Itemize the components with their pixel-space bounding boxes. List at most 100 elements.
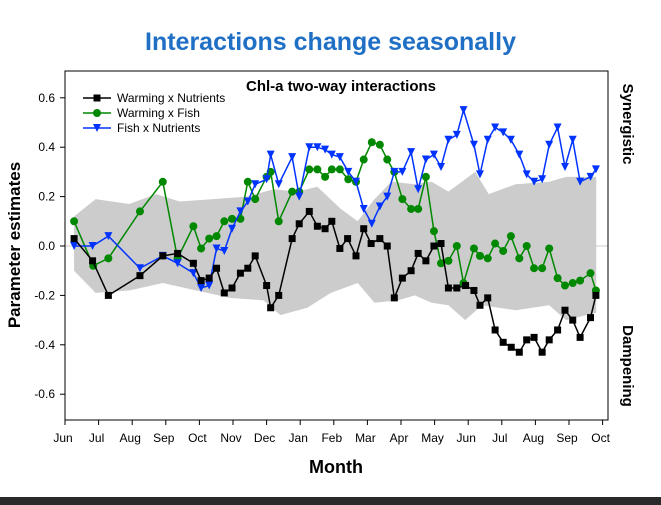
data-point-square (236, 269, 244, 277)
data-point-triangle (70, 242, 79, 250)
data-point-triangle (251, 180, 260, 189)
y-tick-label: -0.6 (34, 387, 55, 401)
data-point-square (328, 217, 336, 225)
data-point-triangle (586, 172, 595, 181)
data-point-circle (414, 204, 423, 213)
data-point-square (545, 336, 553, 344)
data-point-square (305, 207, 313, 215)
data-point-triangle (553, 123, 562, 132)
data-point-triangle (236, 207, 245, 216)
data-point-circle (530, 264, 539, 273)
dampening-label: Dampening (619, 325, 636, 407)
x-tick-label: Feb (321, 431, 342, 445)
data-point-triangle (421, 155, 430, 164)
x-tick-label: Nov (220, 431, 241, 445)
x-tick-label: Jul (89, 431, 104, 445)
data-point-circle (553, 274, 562, 283)
data-point-square (251, 252, 259, 260)
data-point-circle (515, 254, 524, 263)
data-point-circle (429, 227, 438, 236)
y-tick-label: 0.2 (38, 190, 55, 204)
data-point-triangle (352, 177, 360, 186)
data-point-triangle (459, 106, 468, 115)
data-point-square (205, 274, 213, 282)
data-point-square (344, 235, 352, 243)
data-point-triangle (135, 264, 144, 273)
data-point-circle (274, 217, 283, 226)
data-point-circle (327, 165, 336, 174)
data-point-square (376, 235, 384, 243)
data-point-square (476, 301, 484, 309)
data-point-circle (367, 138, 376, 147)
data-point-triangle (469, 140, 478, 149)
data-point-triangle (576, 177, 585, 186)
data-point-square (462, 282, 470, 290)
data-point-triangle (568, 135, 577, 144)
data-point-square (104, 291, 112, 299)
data-point-circle (251, 195, 260, 204)
data-point-square (437, 240, 445, 248)
data-point-square (398, 274, 406, 282)
data-point-square (587, 314, 595, 322)
data-point-square (470, 286, 478, 294)
data-point-triangle (444, 135, 453, 144)
data-point-triangle (212, 244, 221, 253)
data-point-circle (398, 195, 407, 204)
data-point-circle (483, 254, 492, 263)
data-point-triangle (483, 135, 492, 144)
data-point-circle (538, 264, 547, 273)
x-tick-label: Dec (254, 431, 275, 445)
legend-entry: Warming x Nutrients (83, 91, 225, 105)
data-point-triangle (359, 204, 368, 213)
data-point-circle (375, 140, 384, 149)
data-point-circle (335, 165, 344, 174)
x-tick-label: Jul (492, 431, 507, 445)
data-point-circle (499, 246, 508, 255)
data-point-circle (321, 172, 330, 181)
data-point-circle (469, 244, 478, 253)
data-point-triangle (367, 219, 376, 228)
data-point-triangle (491, 123, 500, 132)
data-point-triangle (228, 224, 237, 233)
data-point-square (499, 338, 507, 346)
data-point-square (367, 240, 375, 248)
y-tick-label: 0.6 (38, 91, 55, 105)
data-point-triangle (88, 242, 97, 250)
data-point-circle (437, 259, 446, 268)
data-point-square (263, 282, 271, 290)
series-fish-x-nutrients (70, 106, 600, 292)
data-point-square (576, 333, 584, 341)
data-point-circle (586, 269, 595, 278)
x-tick-label: Sep (153, 431, 175, 445)
data-point-triangle (205, 281, 214, 290)
data-point-square (484, 294, 492, 302)
data-point-triangle (475, 170, 484, 179)
data-point-circle (421, 172, 430, 181)
data-point-square (197, 277, 205, 285)
data-point-triangle (288, 153, 297, 162)
series-line (73, 141, 597, 291)
data-point-triangle (266, 150, 275, 159)
data-point-circle (135, 207, 144, 216)
data-point-triangle (383, 192, 392, 201)
data-point-square (136, 272, 144, 280)
data-point-triangle (452, 130, 461, 139)
data-point-triangle (390, 167, 399, 176)
synergistic-label: Synergistic (619, 84, 636, 165)
axes: Jun Jul Aug Sep Oct Nov Dec Jan Feb Mar Apr May Jun J… (34, 91, 610, 445)
data-point-square (430, 242, 438, 250)
data-point-square (295, 220, 303, 228)
data-point-square (228, 284, 236, 292)
data-point-square (336, 244, 344, 252)
x-tick-label: Jan (289, 431, 308, 445)
y-axis-label: Parameter estimates (5, 162, 24, 328)
data-point-square (507, 343, 515, 351)
x-tick-label: Apr (390, 431, 409, 445)
data-point-square (414, 249, 422, 257)
data-point-circle (344, 175, 353, 184)
data-point-circle (313, 165, 322, 174)
x-tick-label: Jun (457, 431, 476, 445)
data-point-circle (545, 244, 554, 253)
data-point-triangle (560, 162, 569, 171)
